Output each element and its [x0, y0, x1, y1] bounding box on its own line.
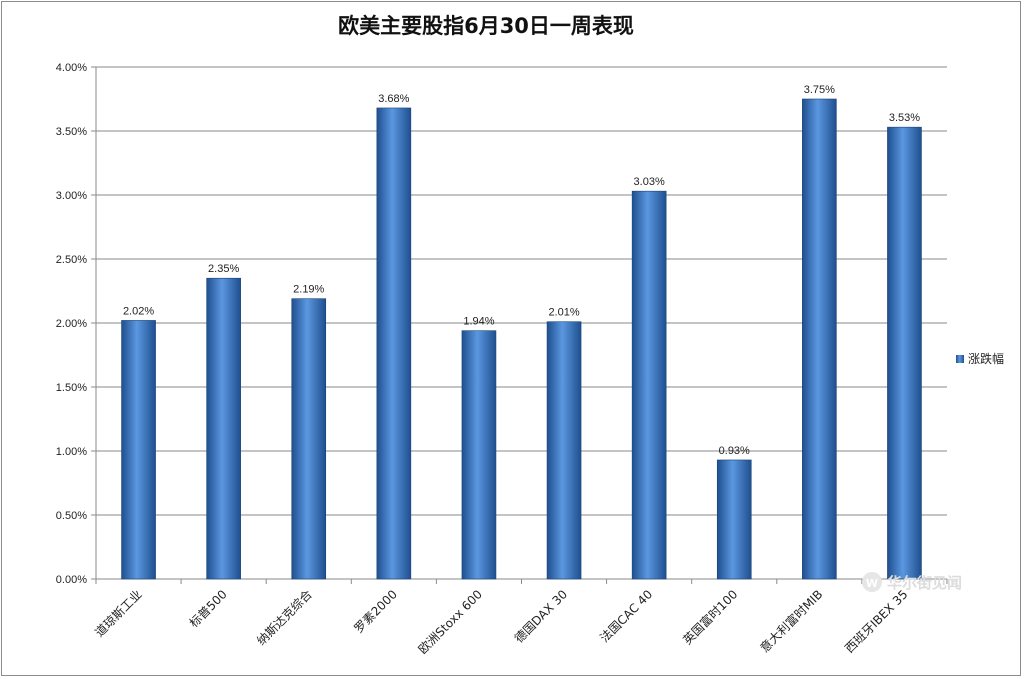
category-label: 道琼斯工业: [92, 587, 145, 640]
bars: [121, 98, 922, 580]
data-label: 3.03%: [634, 176, 665, 188]
y-tick-label: 0.00%: [56, 574, 87, 586]
category-label: 意大利富时MIB: [757, 587, 826, 656]
watermark-logo-icon: [862, 572, 882, 592]
y-tick-label: 0.50%: [56, 510, 87, 522]
category-label: 标普500: [187, 587, 230, 630]
category-label: 罗素2000: [352, 587, 400, 635]
category-label: 德国DAX 30: [511, 587, 570, 646]
y-tick-label: 4.00%: [56, 62, 87, 74]
data-label: 2.02%: [123, 305, 154, 317]
legend-label: 涨跌幅: [968, 351, 1004, 366]
watermark-text: 华尔街见闻: [887, 574, 962, 592]
bar: [206, 277, 241, 580]
y-tick-label: 2.50%: [56, 254, 87, 266]
y-tick-label: 3.50%: [56, 126, 87, 138]
y-tick-label: 1.50%: [56, 382, 87, 394]
legend: 涨跌幅: [956, 351, 1004, 366]
data-label: 3.75%: [804, 84, 835, 96]
category-label: 纳斯达克综合: [253, 587, 315, 649]
data-label: 0.93%: [719, 445, 750, 457]
bar: [546, 321, 582, 580]
y-tick-label: 1.00%: [56, 446, 87, 458]
data-label: 3.68%: [378, 93, 409, 105]
y-tick-label: 2.00%: [56, 318, 87, 330]
category-label: 欧洲Stoxx 600: [416, 587, 485, 656]
data-label: 2.19%: [293, 284, 324, 296]
data-label: 3.53%: [889, 112, 920, 124]
bar: [376, 107, 412, 580]
category-label: 英国富时100: [680, 587, 741, 648]
data-label: 2.35%: [208, 263, 239, 275]
chart-title: 欧美主要股指6月30日一周表现: [338, 14, 634, 38]
svg-text:W: W: [866, 577, 878, 590]
watermark: W 华尔街见闻: [862, 572, 962, 592]
bar: [802, 98, 837, 580]
bar: [291, 298, 327, 580]
category-label: 西班牙IBEX 35: [842, 587, 910, 655]
bar: [121, 320, 156, 580]
bar: [887, 126, 922, 580]
data-label: 1.94%: [463, 316, 494, 328]
bar: [631, 190, 667, 580]
legend-swatch: [956, 355, 964, 363]
bar: [461, 330, 497, 580]
bar: [716, 459, 752, 580]
y-tick-label: 3.00%: [56, 190, 87, 202]
category-label: 法国CAC 40: [597, 587, 655, 645]
data-label: 2.01%: [548, 307, 579, 319]
